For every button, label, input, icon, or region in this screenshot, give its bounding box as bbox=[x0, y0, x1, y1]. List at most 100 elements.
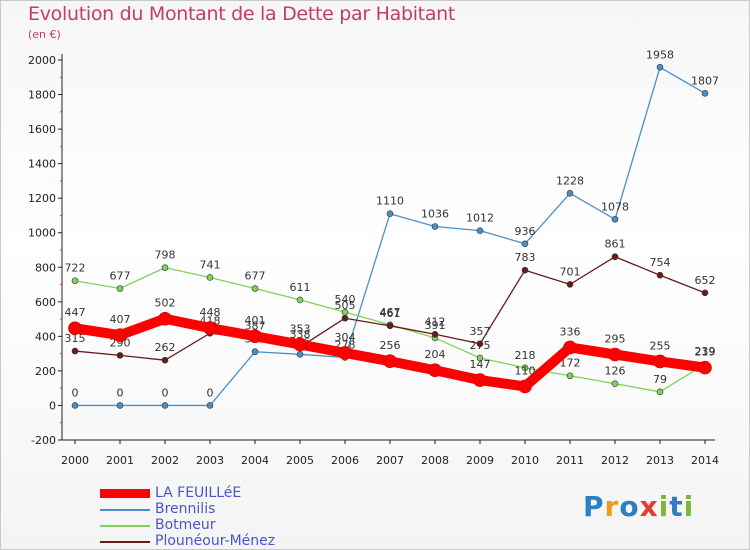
data-point bbox=[518, 379, 532, 394]
data-point bbox=[611, 380, 619, 387]
data-point bbox=[431, 223, 439, 230]
chart-subtitle: (en €) bbox=[28, 28, 61, 41]
legend-swatch bbox=[100, 525, 150, 527]
x-tick-label: 2003 bbox=[196, 454, 224, 467]
line-chart: -200020040060080010001200140016001800200… bbox=[28, 48, 719, 467]
y-tick-label: -200 bbox=[31, 434, 56, 447]
legend-label: Brennilis bbox=[155, 501, 216, 517]
data-label: 79 bbox=[653, 373, 667, 386]
legend-swatch bbox=[100, 489, 150, 498]
data-label: 172 bbox=[560, 357, 581, 370]
data-label: 502 bbox=[155, 297, 176, 310]
data-point bbox=[161, 264, 169, 271]
y-tick-label: 0 bbox=[49, 399, 56, 412]
legend-label: Botmeur bbox=[155, 517, 216, 533]
data-label: 677 bbox=[110, 270, 131, 283]
data-label: 204 bbox=[425, 348, 446, 361]
data-label: 239 bbox=[695, 345, 716, 358]
data-label: 936 bbox=[515, 225, 536, 238]
y-tick-label: 1000 bbox=[28, 227, 56, 240]
data-point bbox=[476, 354, 484, 362]
legend-label: Plounéour-Ménez bbox=[155, 533, 276, 549]
y-tick-label: 1400 bbox=[28, 158, 56, 171]
data-point bbox=[296, 351, 304, 358]
y-tick-label: 600 bbox=[35, 296, 56, 309]
data-label: 0 bbox=[117, 386, 124, 399]
data-point bbox=[113, 328, 127, 342]
data-label: 290 bbox=[110, 336, 131, 349]
data-label: 126 bbox=[605, 365, 626, 378]
data-point bbox=[566, 281, 574, 288]
data-label: 1958 bbox=[646, 48, 674, 61]
data-point bbox=[116, 352, 124, 359]
y-tick-label: 1600 bbox=[28, 123, 56, 136]
data-label: 357 bbox=[470, 325, 491, 338]
data-label: 447 bbox=[65, 306, 86, 319]
data-label: 652 bbox=[695, 274, 716, 287]
logo-letter: P bbox=[583, 490, 605, 523]
data-label: 110 bbox=[515, 364, 536, 377]
data-label: 722 bbox=[65, 262, 86, 275]
data-point bbox=[566, 190, 574, 197]
data-point bbox=[473, 373, 487, 387]
data-label: 505 bbox=[335, 299, 356, 312]
logo-letter: t bbox=[669, 490, 684, 523]
data-label: 798 bbox=[155, 249, 176, 262]
x-tick-label: 2008 bbox=[421, 454, 449, 467]
y-tick-label: 1800 bbox=[28, 89, 56, 102]
data-point bbox=[71, 347, 79, 355]
data-label: 1807 bbox=[691, 74, 719, 87]
data-label: 677 bbox=[245, 270, 266, 283]
data-label: 611 bbox=[290, 281, 311, 294]
data-label: 0 bbox=[207, 386, 214, 399]
data-point bbox=[161, 356, 169, 364]
data-label: 754 bbox=[650, 256, 671, 269]
x-tick-label: 2014 bbox=[691, 454, 719, 467]
data-label: 387 bbox=[245, 320, 266, 333]
data-point bbox=[203, 321, 217, 335]
x-tick-label: 2004 bbox=[241, 454, 269, 467]
data-label: 1078 bbox=[601, 200, 629, 213]
data-label: 701 bbox=[560, 265, 581, 278]
data-point bbox=[68, 321, 82, 336]
x-tick-label: 2007 bbox=[376, 454, 404, 467]
logo-letter: i bbox=[683, 490, 695, 523]
data-point bbox=[386, 322, 394, 330]
y-tick-label: 400 bbox=[35, 330, 56, 343]
data-label: 353 bbox=[290, 322, 311, 335]
x-tick-label: 2009 bbox=[466, 454, 494, 467]
data-label: 338 bbox=[290, 328, 311, 341]
x-tick-label: 2006 bbox=[331, 454, 359, 467]
data-point bbox=[206, 274, 214, 281]
data-label: 391 bbox=[425, 319, 446, 332]
data-label: 461 bbox=[380, 307, 401, 320]
data-label: 401 bbox=[245, 314, 266, 327]
data-label: 147 bbox=[470, 358, 491, 371]
data-label: 255 bbox=[650, 339, 671, 352]
series-0: 447 407 502 448 401 353 304 256 204 147 110 336 295 2… bbox=[65, 297, 716, 394]
x-tick-label: 2013 bbox=[646, 454, 674, 467]
x-tick-label: 2002 bbox=[151, 454, 179, 467]
data-label: 407 bbox=[110, 313, 131, 326]
data-point bbox=[611, 253, 619, 261]
proxiti-logo: Proxiti bbox=[583, 490, 694, 523]
legend-label: LA FEUILLéE bbox=[155, 485, 242, 501]
data-point bbox=[656, 271, 664, 279]
data-label: 262 bbox=[155, 341, 176, 354]
y-tick-label: 800 bbox=[35, 261, 56, 274]
data-label: 0 bbox=[72, 386, 79, 399]
data-label: 861 bbox=[605, 238, 626, 251]
data-point bbox=[566, 372, 574, 380]
data-point bbox=[251, 348, 259, 356]
data-label: 741 bbox=[200, 258, 221, 271]
data-label: 218 bbox=[515, 349, 536, 362]
data-point bbox=[71, 402, 79, 409]
data-point bbox=[251, 285, 259, 292]
data-label: 219 bbox=[695, 346, 716, 359]
data-point bbox=[161, 402, 169, 409]
data-label: 540 bbox=[335, 293, 356, 306]
data-label: 304 bbox=[335, 331, 356, 344]
data-label: 315 bbox=[65, 332, 86, 345]
logo-letter: r bbox=[604, 490, 620, 523]
